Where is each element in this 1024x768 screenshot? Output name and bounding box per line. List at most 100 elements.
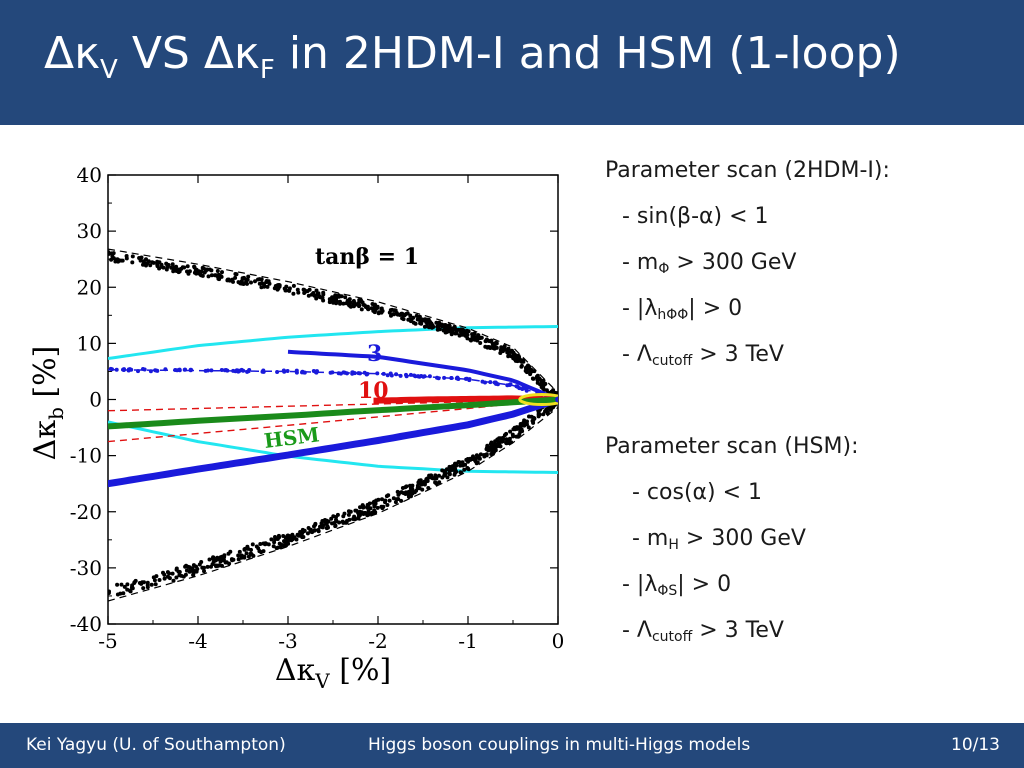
tanb1-lower-point bbox=[445, 475, 450, 480]
tanb1-lower-point bbox=[287, 536, 292, 541]
tanb1-lower-point bbox=[282, 539, 286, 544]
tanb1-lower-point bbox=[194, 564, 199, 569]
tanb3-upper-point bbox=[281, 368, 286, 373]
tanb1-upper-point bbox=[330, 295, 335, 300]
tanb3-upper-point bbox=[219, 368, 224, 372]
tanb1-lower-point bbox=[410, 486, 415, 491]
tanb1-upper-point bbox=[392, 308, 397, 313]
tanb1-upper-point bbox=[108, 251, 111, 256]
tanb1-lower-point bbox=[365, 503, 370, 508]
tanb1-upper-point bbox=[174, 264, 179, 269]
y-tick-label: -20 bbox=[70, 500, 102, 524]
tanb1-upper-point bbox=[401, 313, 406, 317]
tanb1-lower-point bbox=[518, 430, 523, 434]
tanb1-lower-point bbox=[271, 544, 276, 549]
x-tick-label: 0 bbox=[552, 629, 565, 653]
x-tick-label: -3 bbox=[278, 629, 297, 653]
series-layer bbox=[108, 248, 558, 602]
tanb1-upper-point bbox=[465, 336, 470, 341]
tanb1-upper-point bbox=[318, 295, 322, 300]
tanb3-upper-point bbox=[515, 384, 520, 389]
tanb1-upper-point bbox=[369, 306, 374, 311]
tanb1-upper-point bbox=[463, 329, 468, 334]
tanb1-upper-point bbox=[321, 290, 326, 295]
tanb1-upper-point bbox=[192, 264, 197, 269]
tanb1-upper-point bbox=[148, 263, 153, 268]
tanb1-lower-point bbox=[531, 418, 536, 423]
tanb1-upper-point bbox=[138, 258, 143, 263]
tanb1-upper-point bbox=[477, 336, 482, 341]
tanb1-lower-point bbox=[474, 453, 479, 458]
tanb3-upper-point bbox=[148, 369, 153, 374]
tanb1-lower-point bbox=[276, 545, 280, 550]
annotation-tanb3: 3 bbox=[367, 341, 382, 367]
tanb3-upper-point bbox=[449, 376, 454, 380]
tanb1-upper-point bbox=[456, 327, 461, 332]
tanb1-upper-point bbox=[341, 301, 346, 306]
tanb1-upper-point bbox=[291, 283, 296, 288]
tanb1-lower-point bbox=[458, 470, 463, 475]
tanb1-lower-point bbox=[202, 565, 206, 570]
tanb1-upper-point bbox=[408, 319, 413, 324]
tanb1-upper-point bbox=[537, 376, 542, 381]
tanb3-upper-point bbox=[224, 368, 229, 372]
tanb1-lower-point bbox=[258, 542, 263, 546]
tanb1-lower-point bbox=[429, 473, 434, 478]
tanb1-upper-point bbox=[435, 327, 440, 332]
tanb1-lower-point bbox=[171, 578, 176, 583]
tanb1-upper-point bbox=[233, 272, 238, 276]
tanb1-lower-point bbox=[526, 425, 531, 430]
tanb3-upper-point bbox=[154, 368, 159, 373]
tanb1-upper-point bbox=[124, 256, 129, 261]
tanb1-lower-point bbox=[227, 561, 232, 566]
tanb1-lower-point bbox=[426, 486, 431, 490]
tanb3-upper-point bbox=[108, 366, 113, 371]
tanb1-lower-point bbox=[432, 476, 437, 481]
tanb1-upper-point bbox=[259, 285, 264, 290]
tanb1-upper-point bbox=[209, 273, 214, 278]
tanb1-lower-point bbox=[356, 516, 360, 521]
tanb3-upper-point bbox=[328, 370, 333, 375]
tanb1-lower-point bbox=[281, 534, 286, 538]
tanb1-upper-point bbox=[375, 306, 380, 310]
tanb1-lower-point bbox=[167, 571, 172, 576]
tanb1-lower-point bbox=[502, 433, 507, 438]
x-tick-label: -1 bbox=[458, 629, 477, 653]
tanb1-lower-point bbox=[115, 582, 120, 587]
tanb1-lower-point bbox=[376, 497, 381, 502]
tanb1-upper-point bbox=[130, 254, 135, 259]
tanb1-upper-point bbox=[527, 366, 532, 371]
tanb1-lower-point bbox=[457, 460, 462, 465]
tanb1-upper-point bbox=[303, 289, 308, 294]
tanb1-upper-point bbox=[441, 328, 446, 333]
tanb1-lower-point bbox=[119, 582, 124, 587]
tanb1-upper-point bbox=[515, 354, 520, 359]
tanb1-upper-point bbox=[460, 331, 465, 336]
tanb1-upper-point bbox=[478, 341, 483, 345]
tanb3-upper-point bbox=[182, 367, 187, 372]
tanb3-upper-point bbox=[203, 368, 208, 373]
footer-bar: Kei Yagyu (U. of Southampton) Higgs boso… bbox=[0, 723, 1024, 768]
tanb1-upper-point bbox=[194, 271, 199, 276]
tanb1-lower-point bbox=[337, 520, 342, 525]
tanb1-upper-point bbox=[379, 306, 384, 311]
tanb1-lower-point bbox=[465, 466, 470, 470]
tanb3-upper-point bbox=[454, 376, 459, 381]
tanb1-upper-point bbox=[170, 262, 175, 267]
tanb1-lower-point bbox=[386, 493, 391, 498]
tanb1-upper-point bbox=[362, 303, 367, 308]
title-vs: VS Δκ bbox=[117, 28, 260, 79]
sm-point bbox=[555, 396, 558, 403]
tanb1-upper-point bbox=[351, 299, 356, 303]
tanb1-lower-point bbox=[508, 429, 513, 434]
tanb3-upper-point bbox=[356, 371, 361, 376]
tanb1-lower-point bbox=[313, 521, 318, 526]
tanb1-lower-point bbox=[383, 498, 388, 503]
tanb1-upper-point bbox=[447, 323, 452, 328]
tanb3-upper-point bbox=[142, 367, 147, 372]
tanb1-upper-point bbox=[225, 277, 230, 282]
tanb1-lower-point bbox=[108, 589, 111, 594]
tanb1-lower-point bbox=[406, 489, 411, 494]
tanb1-lower-point bbox=[358, 505, 362, 510]
